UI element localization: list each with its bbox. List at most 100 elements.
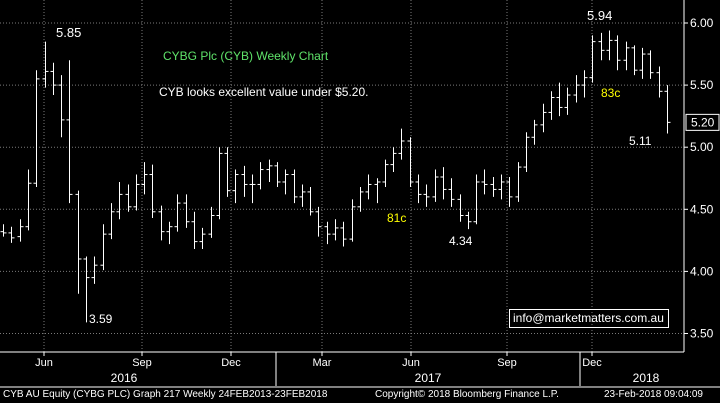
ohlc-bar bbox=[465, 211, 472, 230]
ohlc-bar bbox=[506, 177, 513, 207]
chart-annotation: 83c bbox=[601, 86, 620, 100]
ohlc-bar bbox=[548, 91, 555, 120]
ohlc-bar bbox=[17, 219, 24, 242]
ohlc-bar bbox=[457, 194, 464, 222]
chart-annotation: 5.85 bbox=[56, 25, 81, 40]
ohlc-bar bbox=[639, 47, 646, 79]
ohlc-bar bbox=[423, 184, 430, 207]
last-price-label: 5.20 bbox=[691, 115, 715, 129]
ohlc-bar bbox=[149, 164, 156, 218]
y-axis: 3.50 4.00 4.50 5.00 5.50 6.00 5.20 bbox=[683, 0, 720, 352]
y-tick-label: 3.50 bbox=[690, 327, 714, 341]
y-tick-label: 4.50 bbox=[690, 202, 714, 216]
chart-grid bbox=[0, 0, 684, 352]
ohlc-bar bbox=[257, 162, 264, 190]
ohlc-bar bbox=[208, 206, 215, 238]
chart-annotation: 81c bbox=[387, 211, 406, 225]
ohlc-bar bbox=[125, 184, 132, 212]
x-year-label: 2016 bbox=[111, 371, 138, 385]
ohlc-bar bbox=[133, 174, 140, 211]
ohlc-bar bbox=[299, 184, 306, 207]
chart-annotation: 4.34 bbox=[449, 234, 473, 248]
ohlc-bar bbox=[340, 221, 347, 247]
chart-annotation: 5.94 bbox=[587, 8, 612, 23]
ohlc-bar bbox=[50, 62, 57, 96]
chart-annotation: 3.59 bbox=[89, 312, 113, 326]
footer-timestamp: 23-Feb-2018 09:04:09 bbox=[604, 389, 703, 400]
ohlc-bar bbox=[656, 66, 663, 98]
ohlc-bar bbox=[232, 169, 239, 204]
ohlc-bar bbox=[266, 159, 273, 182]
ohlc-bar bbox=[174, 194, 181, 232]
ohlc-bar bbox=[158, 205, 165, 241]
ohlc-bar bbox=[374, 178, 381, 204]
ohlc-bar bbox=[490, 177, 497, 197]
bloomberg-footer: CYB AU Equity (CYBG PLC) Graph 217 Weekl… bbox=[0, 387, 720, 403]
contact-watermark: info@marketmatters.com.au bbox=[509, 309, 669, 328]
ohlc-bar bbox=[448, 178, 455, 207]
ohlc-bar bbox=[540, 103, 547, 133]
ohlc-bar bbox=[598, 32, 605, 61]
ohlc-bar bbox=[274, 162, 281, 187]
footer-security: CYB AU Equity (CYBG PLC) Graph 217 Weekl… bbox=[3, 389, 328, 400]
ohlc-bar bbox=[398, 128, 405, 160]
ohlc-bar bbox=[199, 227, 206, 250]
x-year-label: 2017 bbox=[415, 371, 442, 385]
ohlc-bar bbox=[166, 221, 173, 245]
ohlc-bar bbox=[324, 221, 331, 245]
ohlc-bar bbox=[91, 256, 98, 284]
ohlc-bar bbox=[573, 75, 580, 103]
footer-copyright: Copyright© 2018 Bloomberg Finance L.P. bbox=[375, 389, 559, 400]
ohlc-bar bbox=[647, 50, 654, 79]
x-tick-label: Mar bbox=[313, 357, 332, 369]
ohlc-bar bbox=[100, 224, 107, 271]
chart-subtitle: CYB looks excellent value under $5.20. bbox=[159, 85, 368, 99]
ohlc-bar bbox=[349, 199, 356, 242]
ohlc-bar bbox=[481, 169, 488, 195]
chart-annotations: 5.85 3.59 81c 4.34 5.94 83c 5.11 bbox=[56, 8, 652, 326]
x-year-label: 2018 bbox=[633, 371, 660, 385]
y-tick-label: 4.00 bbox=[690, 264, 714, 278]
ohlc-bar bbox=[564, 87, 571, 115]
ohlc-bar bbox=[440, 167, 447, 200]
ohlc-bar bbox=[42, 41, 49, 88]
x-tick-label: Jun bbox=[35, 357, 53, 369]
ohlc-bar bbox=[0, 224, 7, 237]
ohlc-bar bbox=[315, 206, 322, 237]
ohlc-bar bbox=[25, 169, 32, 231]
ohlc-bar bbox=[66, 60, 73, 204]
ohlc-bar bbox=[415, 174, 422, 204]
x-tick-label: Jun bbox=[402, 357, 420, 369]
ohlc-bar bbox=[116, 181, 123, 220]
ohlc-bar bbox=[390, 147, 397, 173]
ohlc-bar bbox=[83, 256, 90, 323]
x-tick-label: Sep bbox=[497, 357, 517, 369]
ohlc-bar bbox=[664, 85, 671, 134]
price-bars bbox=[0, 30, 671, 323]
x-axis: Jun Sep Dec Mar Jun Sep Dec 2016 2017 2018 bbox=[0, 351, 720, 388]
ohlc-bar bbox=[307, 186, 314, 216]
ohlc-bar bbox=[224, 147, 231, 197]
ohlc-bar bbox=[282, 169, 289, 195]
last-price-box bbox=[685, 113, 720, 131]
x-tick-label: Dec bbox=[582, 357, 602, 369]
ohlc-bar bbox=[249, 174, 256, 204]
ohlc-bar bbox=[581, 70, 588, 98]
ohlc-bar bbox=[8, 226, 15, 243]
ohlc-bar bbox=[556, 82, 563, 117]
x-tick-label: Sep bbox=[132, 357, 152, 369]
ohlc-bar bbox=[589, 35, 596, 83]
chart-title: CYBG Plc (CYB) Weekly Chart bbox=[163, 49, 329, 63]
ohlc-bar bbox=[606, 30, 613, 61]
ohlc-bar bbox=[531, 119, 538, 145]
ohlc-bar bbox=[75, 190, 82, 294]
ohlc-bar bbox=[58, 75, 65, 138]
y-tick-label: 6.00 bbox=[690, 16, 714, 30]
ohlc-bar bbox=[33, 70, 40, 187]
ohlc-bar bbox=[141, 162, 148, 195]
ohlc-bar bbox=[382, 159, 389, 187]
ohlc-bar bbox=[623, 41, 630, 71]
ohlc-bar bbox=[241, 165, 248, 197]
ohlc-bar bbox=[473, 174, 480, 225]
